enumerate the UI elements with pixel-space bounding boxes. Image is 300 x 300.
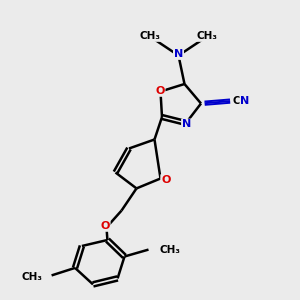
Text: N: N [182, 119, 191, 130]
Text: CH₃: CH₃ [196, 31, 218, 41]
Text: CH₃: CH₃ [22, 272, 43, 282]
Text: O: O [161, 175, 171, 185]
Text: N: N [241, 96, 250, 106]
Text: CH₃: CH₃ [159, 244, 180, 255]
Text: O: O [100, 221, 110, 231]
Text: C: C [232, 96, 240, 106]
Text: O: O [155, 86, 165, 96]
Text: N: N [174, 49, 183, 59]
Text: CH₃: CH₃ [140, 31, 160, 41]
